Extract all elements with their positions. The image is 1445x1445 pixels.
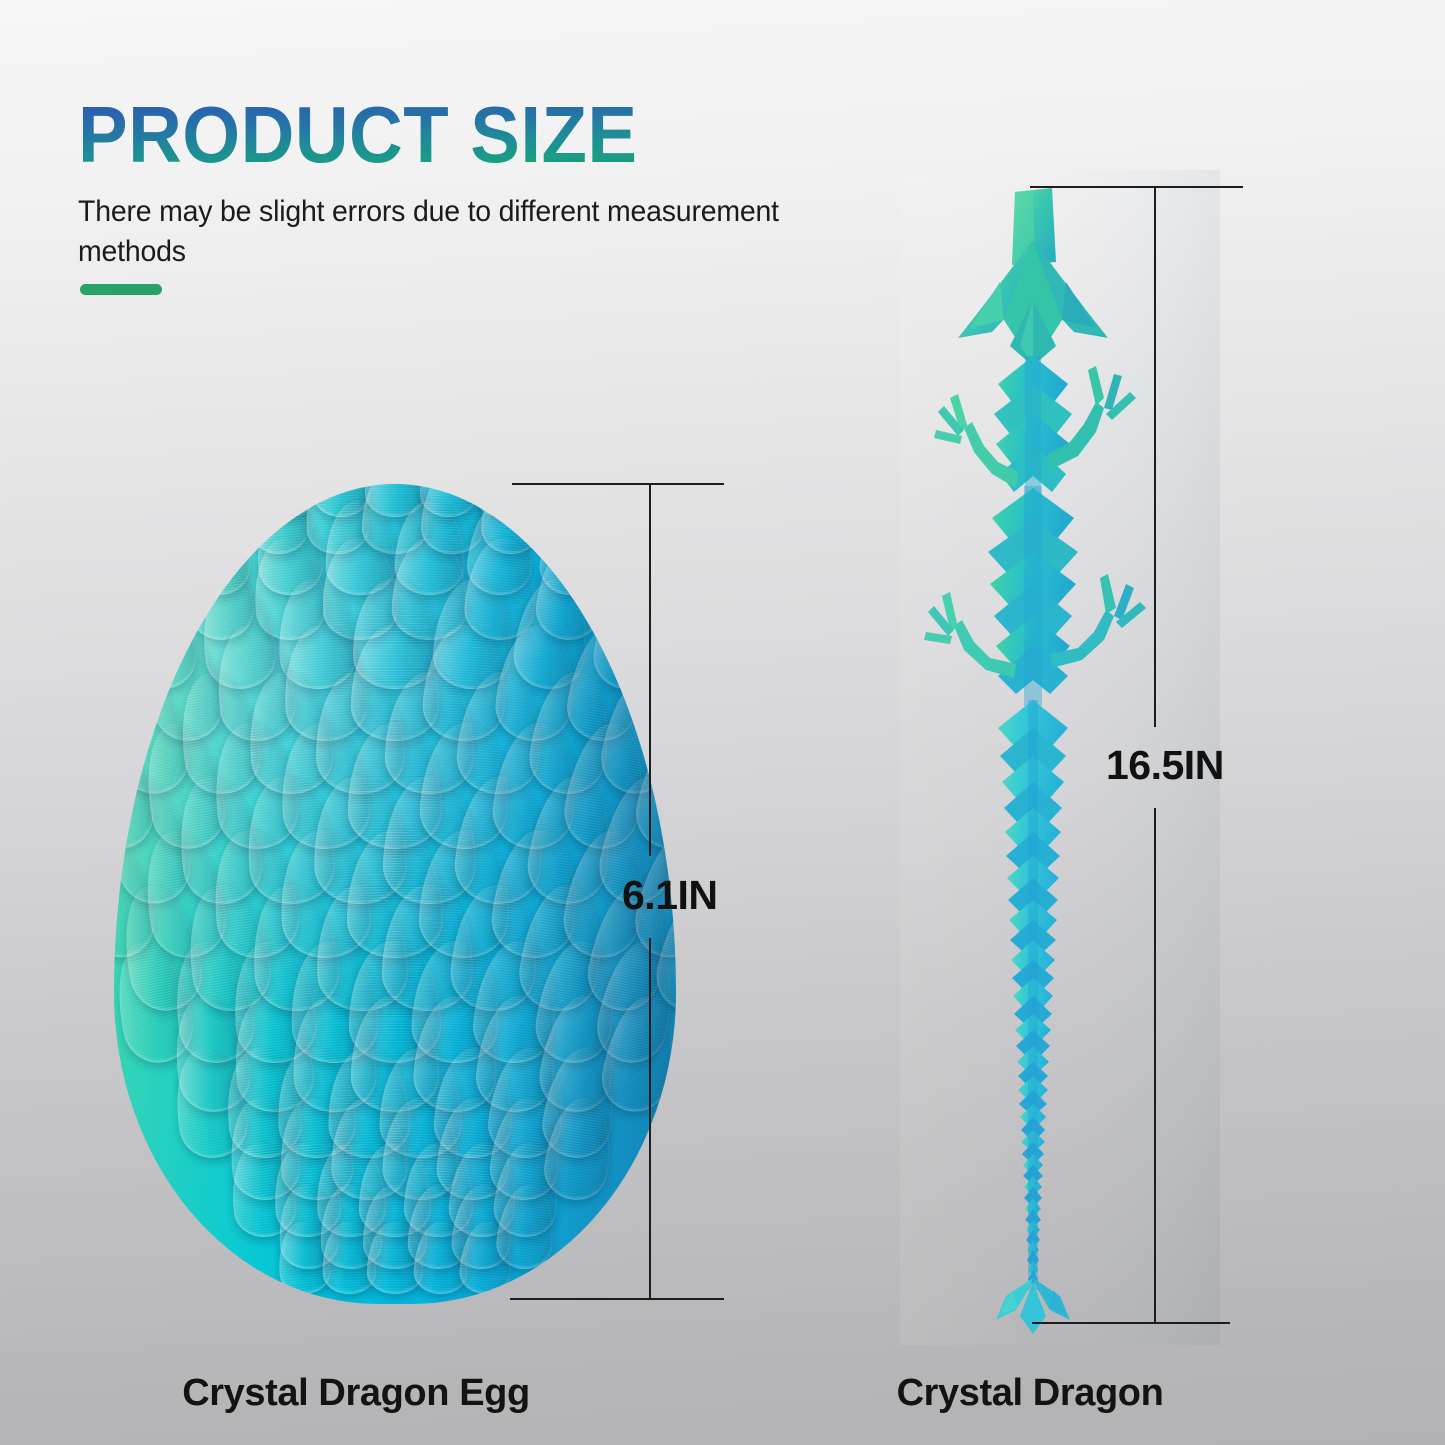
accent-bar-icon [80, 284, 162, 295]
egg-dim-tick-top [512, 483, 724, 485]
caption-crystal-dragon-egg: Crystal Dragon Egg [182, 1372, 530, 1414]
egg-dim-line-upper [649, 484, 651, 856]
egg-scale [353, 579, 437, 689]
header-block: PRODUCT SIZE There may be slight errors … [78, 94, 958, 295]
egg-body [114, 484, 676, 1304]
dragon-dim-tick-top [1030, 186, 1243, 188]
dragon-lighting-overlay [900, 170, 1220, 1345]
egg-dim-tick-bottom [510, 1298, 724, 1300]
egg-dim-line-lower [649, 938, 651, 1300]
dragon-dim-line-upper [1154, 187, 1156, 727]
page-title: PRODUCT SIZE [78, 94, 896, 174]
egg-scale [367, 1222, 423, 1295]
caption-crystal-dragon: Crystal Dragon [896, 1372, 1164, 1414]
egg-dimension-label: 6.1IN [622, 872, 718, 918]
dragon-dim-tick-bottom [1032, 1322, 1230, 1324]
product-dragon [900, 170, 1220, 1345]
crystal-dragon-egg-image [114, 484, 676, 1304]
product-egg [82, 470, 676, 1315]
dragon-dimension-label: 16.5IN [1106, 742, 1224, 788]
dragon-dim-line-lower [1154, 808, 1156, 1323]
page-subtitle: There may be slight errors due to differ… [78, 195, 779, 268]
crystal-dragon-image [900, 170, 1220, 1345]
